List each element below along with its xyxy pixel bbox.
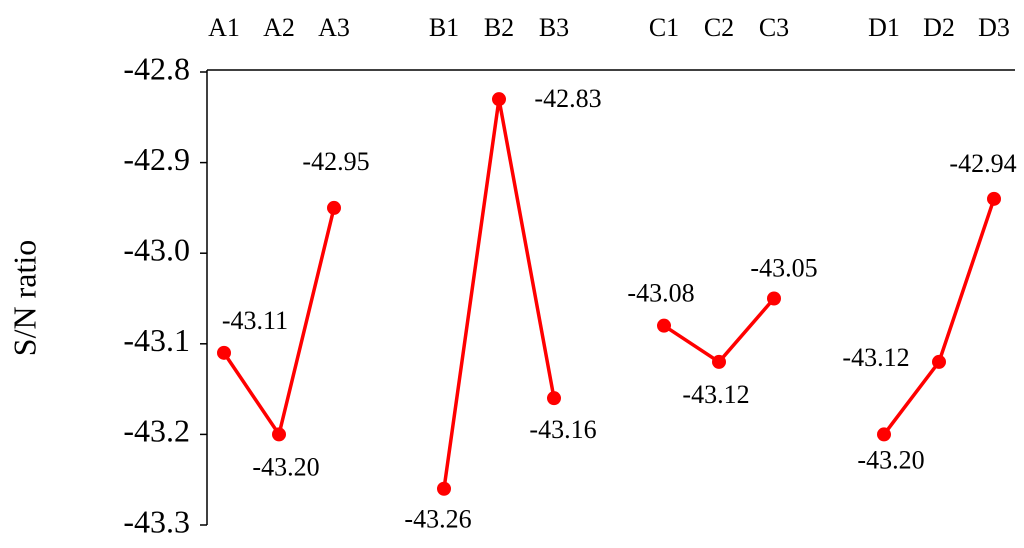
y-tick-label: -43.0: [123, 232, 190, 268]
marker: [327, 200, 341, 215]
data-label: -43.26: [404, 505, 471, 534]
x-tick-label: C1: [649, 13, 679, 42]
x-tick-label: B2: [484, 13, 514, 42]
data-label: -43.20: [857, 445, 924, 474]
x-tick-label: C3: [759, 13, 789, 42]
data-label: -42.95: [302, 147, 369, 176]
data-label: -43.08: [627, 279, 694, 308]
data-label: -43.12: [842, 343, 909, 372]
y-axis-label: S/N ratio: [6, 240, 42, 356]
x-tick-label: D1: [868, 13, 900, 42]
marker: [877, 427, 891, 442]
data-label: -43.05: [750, 253, 817, 282]
x-tick-label: A1: [208, 13, 240, 42]
marker: [932, 354, 946, 369]
y-tick-label: -42.9: [123, 141, 190, 177]
marker: [217, 345, 231, 360]
x-tick-label: B1: [429, 13, 459, 42]
marker: [987, 191, 1001, 206]
x-tick-label: D3: [978, 13, 1010, 42]
x-tick-label: A3: [318, 13, 350, 42]
marker: [272, 427, 286, 442]
marker: [492, 92, 506, 107]
marker: [767, 291, 781, 306]
y-tick-label: -43.1: [123, 322, 190, 358]
y-tick-label: -43.2: [123, 413, 190, 449]
x-tick-label: C2: [704, 13, 734, 42]
data-label: -43.16: [529, 415, 596, 444]
marker: [712, 354, 726, 369]
marker: [547, 391, 561, 406]
data-label: -42.83: [534, 84, 601, 113]
data-label: -43.12: [682, 380, 749, 409]
y-tick-label: -43.3: [123, 503, 190, 539]
x-tick-label: B3: [539, 13, 569, 42]
marker: [657, 318, 671, 333]
data-label: -43.20: [252, 452, 319, 481]
data-label: -43.11: [222, 306, 288, 335]
marker: [437, 481, 451, 496]
data-label: -42.94: [949, 149, 1016, 178]
x-tick-label: D2: [923, 13, 955, 42]
x-tick-label: A2: [263, 13, 295, 42]
y-tick-label: -42.8: [123, 50, 190, 86]
